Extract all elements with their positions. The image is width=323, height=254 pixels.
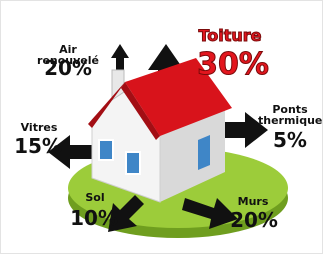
label-value: 30% [188,50,278,80]
label-value: 15% [10,136,66,156]
label-name: Sol [70,192,120,203]
door [198,135,210,170]
label-value: 5% [262,130,318,150]
label-name: Toiture [190,28,270,44]
window [99,140,113,160]
label-name: Vitres [14,122,64,133]
label-name: Murs [228,196,278,207]
label-value: 20% [38,58,98,78]
page: {"labels": [ {"name": "Air renouvelé", "… [0,0,323,254]
window [126,152,140,174]
label-value: 20% [224,210,284,230]
label-name: Ponts thermiques [258,104,322,126]
label-value: 10% [64,208,124,228]
